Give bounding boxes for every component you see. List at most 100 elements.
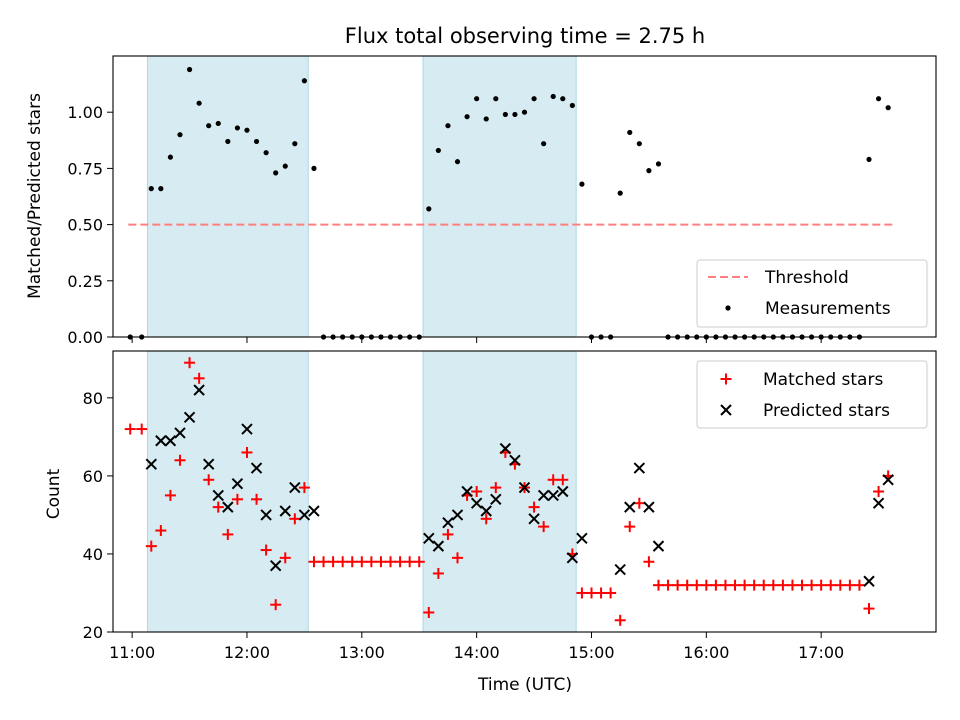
predicted-point — [863, 575, 875, 587]
predicted-point-b — [432, 540, 445, 552]
measurement-point — [646, 168, 652, 174]
y-tick-label: 40 — [83, 545, 103, 564]
measurement-point — [493, 96, 499, 102]
measurement-point — [225, 138, 231, 145]
measurement-point — [617, 190, 623, 196]
legend-predicted-swatch-b — [720, 404, 732, 416]
matched-point — [260, 544, 272, 556]
matched-point — [844, 579, 856, 591]
y-tick-label: 60 — [83, 467, 103, 486]
matched-point — [557, 474, 569, 486]
predicted-point-b — [557, 485, 569, 498]
matched-point — [193, 372, 205, 384]
measurement-point — [579, 181, 585, 187]
predicted-point — [289, 481, 301, 494]
measurement-point — [866, 156, 872, 163]
measurement-point — [158, 186, 164, 192]
chart-title: Flux total observing time = 2.75 h — [345, 24, 705, 48]
matched-point — [289, 513, 301, 525]
predicted-point-b — [624, 501, 636, 513]
matched-point — [442, 528, 454, 540]
measurement-point — [512, 111, 518, 118]
matched-point — [834, 579, 846, 591]
x-tick-label: 12:00 — [224, 643, 270, 662]
matched-point — [710, 579, 722, 591]
shaded-band — [146, 55, 309, 338]
matched-point — [863, 603, 875, 615]
measurement-point — [464, 114, 470, 120]
x-tick-label: 13:00 — [339, 643, 385, 662]
matched-point — [394, 556, 406, 568]
measurement-point — [531, 96, 537, 102]
x-tick-label: 15:00 — [568, 643, 614, 662]
matched-point — [184, 357, 196, 369]
measurement-point — [234, 125, 241, 131]
matched-point — [691, 579, 703, 591]
predicted-point — [633, 462, 646, 474]
predicted-point — [652, 540, 665, 552]
matched-point — [585, 587, 597, 599]
predicted-point — [480, 505, 492, 517]
measurement-point — [550, 93, 556, 100]
predicted-point-b — [260, 509, 272, 521]
measurement-point — [263, 150, 269, 156]
matched-point — [547, 474, 559, 486]
predicted-point-b — [461, 485, 473, 498]
predicted-point-b — [518, 481, 531, 494]
matched-point — [346, 556, 358, 568]
matched-point — [124, 423, 136, 435]
predicted-point — [499, 442, 512, 455]
matched-point — [624, 521, 636, 533]
predicted-point — [470, 497, 483, 509]
matched-point — [719, 579, 731, 591]
predicted-point — [222, 501, 234, 513]
predicted-point-b — [193, 384, 205, 396]
predicted-point — [461, 485, 473, 498]
predicted-point-b — [490, 493, 502, 506]
legend-matched-swatch — [720, 373, 732, 385]
matched-point — [643, 556, 655, 568]
predicted-point — [231, 477, 244, 490]
matched-point — [231, 493, 243, 505]
predicted-point-b — [537, 489, 550, 502]
matched-point — [700, 579, 712, 591]
matched-point — [662, 579, 674, 591]
legend-box — [696, 360, 928, 429]
measurement-point — [206, 123, 212, 129]
matched-point — [375, 556, 387, 568]
matched-point — [767, 579, 779, 591]
matched-point — [873, 486, 885, 497]
predicted-point — [614, 563, 626, 576]
measurement-point — [244, 127, 250, 133]
predicted-point-b — [872, 497, 885, 509]
predicted-point — [202, 458, 215, 470]
predicted-point — [193, 384, 205, 396]
matched-point — [212, 501, 224, 513]
measurement-point — [273, 170, 279, 176]
matched-point — [652, 579, 664, 591]
count-panel: 20 40 60 80 11:00 12:00 13:00 14:00 15:00 16:00 17… — [83, 350, 937, 662]
measurement-point — [483, 116, 489, 122]
measurement-point — [148, 186, 154, 192]
predicted-point — [269, 559, 282, 572]
predicted-point — [566, 552, 579, 564]
legend-predicted-swatch — [720, 404, 732, 416]
matched-point — [777, 579, 789, 591]
x-tick-label: 16:00 — [683, 643, 729, 662]
legend-measurements-label: Measurements — [765, 299, 891, 319]
predicted-point — [872, 497, 885, 509]
matched-point — [739, 579, 751, 591]
matched-point — [298, 482, 310, 494]
legend-matched-label: Matched stars — [763, 370, 883, 390]
x-tick-label: 11:00 — [109, 643, 155, 662]
measurement-point — [521, 109, 528, 115]
x-axis-label: Time (UTC) — [477, 675, 572, 695]
predicted-point — [298, 509, 311, 521]
matched-point — [155, 525, 167, 537]
matched-point — [385, 556, 397, 568]
matched-point — [404, 556, 416, 568]
matched-point — [432, 567, 444, 579]
ratio-panel: 0.00 0.25 0.50 0.75 1.00 Threshold Measurement… — [67, 55, 937, 347]
top-legend: Threshold Measurements — [696, 259, 928, 328]
measurement-point — [167, 154, 174, 160]
